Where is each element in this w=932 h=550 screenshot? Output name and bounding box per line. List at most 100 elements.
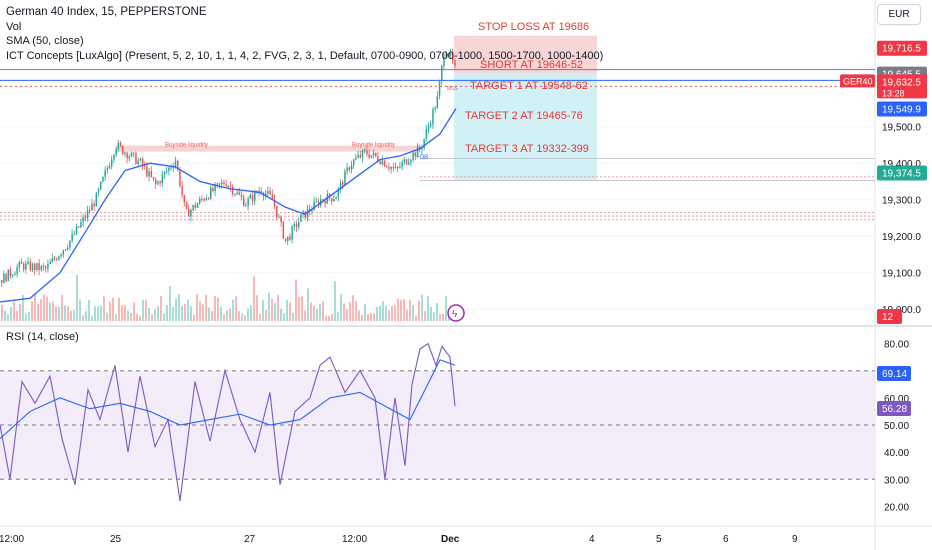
candle-body [3, 273, 5, 284]
target-zone [454, 73, 597, 181]
time-tick-label: 4 [589, 534, 595, 545]
price-tick-label: 19,400.0 [882, 159, 921, 170]
candle-body [155, 179, 157, 185]
volume-bar [340, 294, 342, 321]
candle-body [315, 201, 318, 203]
volume-bar [187, 299, 189, 321]
candle-body [245, 205, 247, 207]
candle-body [267, 190, 269, 194]
candle-body [410, 159, 412, 163]
short-entry-label: SHORT AT 19646-52 [480, 59, 583, 71]
price-axis-label [877, 101, 927, 117]
volume-bar [193, 314, 195, 321]
volume-bar [223, 314, 225, 321]
time-tick-label: 25 [110, 534, 122, 545]
ict-indicator-label[interactable]: ICT Concepts [LuxAlgo] (Present, 5, 2, 1… [6, 49, 604, 62]
volume-bar [115, 314, 117, 321]
volume-bar [358, 310, 360, 321]
candle-body [58, 256, 60, 260]
price-axis-label-text: 19,632.5 [882, 77, 921, 88]
candle-body [223, 182, 225, 185]
candle-body [449, 52, 452, 56]
candle-body [97, 189, 100, 194]
candle-body [69, 240, 71, 248]
candle-body [394, 167, 397, 169]
candle-body [111, 159, 113, 167]
volume-bar [175, 298, 177, 321]
volume-bar [379, 305, 381, 321]
time-tick-label: 9 [792, 534, 798, 545]
candle-body [238, 192, 241, 195]
candle-body [306, 209, 309, 218]
price-axis-label-text: 12 [882, 312, 894, 323]
volume-bar [430, 306, 432, 321]
candle-body [177, 160, 179, 170]
candle-body [25, 263, 27, 270]
volume-bar [82, 315, 84, 321]
symbol-title[interactable]: German 40 Index, 15, PEPPERSTONE [6, 6, 207, 18]
candle-body [311, 210, 313, 212]
candle-body [53, 258, 56, 260]
volume-bar [49, 302, 51, 321]
candle-body [130, 152, 133, 157]
candle-body [102, 176, 104, 182]
sma-indicator-label[interactable]: SMA (50, close) [6, 35, 84, 47]
candle-body [353, 159, 355, 166]
volume-bar [445, 295, 447, 321]
candle-body [128, 156, 131, 159]
target-2-label: TARGET 2 AT 19465-76 [465, 110, 583, 122]
volume-bar [301, 296, 303, 321]
candle-body [5, 273, 7, 282]
price-axis-label [877, 309, 902, 324]
volume-bar [433, 312, 435, 321]
candle-body [260, 191, 263, 194]
candle-body [247, 198, 249, 206]
volume-bar [442, 314, 444, 321]
lightning-icon [447, 304, 465, 322]
time-tick-label: 5 [656, 534, 662, 545]
candle-body [18, 261, 21, 268]
volume-bar [76, 274, 78, 321]
candle-body [441, 65, 443, 82]
rsi-indicator-label[interactable]: RSI (14, close) [6, 331, 79, 343]
time-tick-label: 12:00 [342, 534, 367, 545]
volume-bar [217, 297, 219, 321]
volume-bar [211, 310, 213, 321]
candle-body [416, 146, 419, 157]
volume-bar [16, 310, 18, 321]
volume-bar [103, 296, 105, 321]
volume-bar [394, 305, 396, 321]
candle-body [181, 185, 183, 195]
candle-body [291, 226, 293, 240]
price-axis-label [877, 74, 927, 99]
volume-indicator-label[interactable]: Vol [6, 20, 22, 33]
volume-bar [130, 312, 132, 321]
candle-body [430, 124, 432, 127]
candle-body [434, 108, 436, 110]
volume-bar [436, 303, 438, 321]
volume-bar [409, 300, 411, 321]
candle-body [273, 199, 276, 206]
candle-body [146, 166, 148, 177]
candle-body [317, 201, 320, 206]
currency-selector[interactable]: EUR [877, 4, 921, 25]
volume-bar [64, 305, 66, 321]
candle-body [287, 236, 289, 241]
price-axis-label-text: 19,716.5 [882, 44, 921, 55]
volume-bar [112, 297, 114, 321]
volume-bar [25, 313, 27, 321]
candle-body [71, 234, 73, 241]
candle-body [392, 167, 395, 169]
volume-bar [109, 301, 111, 321]
rsi-tick-label: 80.00 [884, 340, 909, 351]
candle-body [344, 171, 346, 185]
volume-bar [406, 309, 408, 321]
rsi-tick-label: 30.00 [884, 475, 909, 486]
volume-bar [118, 297, 120, 321]
volume-bar [247, 308, 249, 321]
candle-body [229, 185, 232, 187]
volume-bar [280, 308, 282, 321]
volume-bar [127, 310, 129, 321]
rsi-tick-label: 50.00 [884, 421, 909, 432]
